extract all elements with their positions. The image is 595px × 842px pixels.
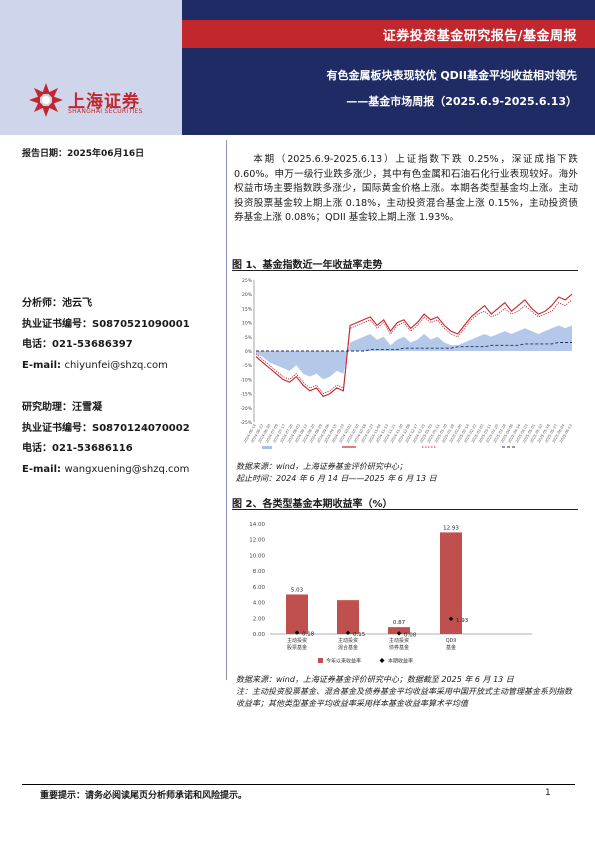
figure1-y-tick: 10% bbox=[242, 321, 253, 327]
assistant-email-label: E-mail: bbox=[22, 463, 62, 475]
figure1-source: 数据来源：wind，上海证券基金评价研究中心； bbox=[236, 462, 407, 471]
assistant-cert-label: 执业证书编号： bbox=[22, 422, 92, 434]
figure1-series-line-1 bbox=[255, 293, 573, 398]
figure1-series-line-3 bbox=[256, 342, 572, 352]
figure2-point bbox=[345, 630, 351, 636]
analyst-tel: 021-53686397 bbox=[52, 339, 133, 350]
report-type: 证券投资基金研究报告/基金周报 bbox=[382, 29, 577, 44]
analyst-cert: S0870521090001 bbox=[92, 318, 190, 330]
figure2-bar bbox=[388, 627, 410, 634]
figure2-chart: 14.00 12.00 10.00 8.00 6.00 4.00 2.00 0.00 5.03… bbox=[249, 522, 532, 665]
figure2-legend-bar-label: 今年以来收益率 bbox=[326, 658, 361, 665]
assistant-cert: S0870124070002 bbox=[92, 422, 190, 434]
report-title: 有色金属板块表现较优 QDII基金平均收益相对领先 bbox=[326, 69, 578, 82]
assistant-tel: 021-53686116 bbox=[52, 443, 133, 454]
figure1-y-tick: 0% bbox=[245, 349, 253, 355]
figure2-legend-point-swatch bbox=[379, 658, 385, 663]
figure2-x-tick: 股票基金 bbox=[287, 644, 307, 651]
analyst-info: 分析师：池云飞 执业证书编号：S0870521090001 电话：021-536… bbox=[22, 294, 190, 376]
analyst-email-label: E-mail: bbox=[22, 359, 62, 371]
figure2-y-tick: 12.00 bbox=[249, 538, 265, 544]
figure1-title: 图 1、基金指数近一年收益率走势 bbox=[232, 260, 383, 271]
figure2-y-tick: 8.00 bbox=[253, 569, 266, 575]
summary-text: 本期（2025.6.9-2025.6.13）上证指数下跌 0.25%，深证成指下… bbox=[234, 154, 578, 224]
figure1-y-tick: -10% bbox=[240, 377, 252, 383]
figure2-bar-label: 5.03 bbox=[291, 587, 304, 593]
analyst-cert-label: 执业证书编号： bbox=[22, 318, 92, 330]
summary: 本期（2025.6.9-2025.6.13）上证指数下跌 0.25%，深证成指下… bbox=[234, 153, 578, 226]
figure2-source: 数据来源：wind，上海证券基金评价研究中心；数据截至 2025 年 6 月 1… bbox=[236, 675, 514, 684]
figure2-x-tick: 债券基金 bbox=[389, 644, 409, 651]
assistant-tel-label: 电话： bbox=[22, 443, 52, 454]
analyst-label: 分析师： bbox=[22, 298, 62, 309]
figure2-title: 图 2、各类型基金本期收益率（%） bbox=[232, 499, 393, 510]
figure2-point-label: 1.93 bbox=[456, 618, 469, 624]
footer-rule bbox=[22, 784, 575, 785]
page-number: 1 bbox=[545, 788, 551, 798]
company-name-en: SHANGHAI SECURITIES bbox=[68, 108, 143, 115]
title-panel: 有色金属板块表现较优 QDII基金平均收益相对领先 ——基金市场周报（2025.… bbox=[182, 48, 595, 135]
figure2-y-tick: 4.00 bbox=[253, 601, 266, 607]
assistant-info: 研究助理：汪雪凝 执业证书编号：S0870124070002 电话：021-53… bbox=[22, 398, 190, 480]
figure2-bar bbox=[286, 594, 308, 634]
assistant-name: 汪雪凝 bbox=[72, 402, 102, 413]
analyst-tel-label: 电话： bbox=[22, 339, 52, 350]
figure2-x-tick: 基金 bbox=[446, 644, 456, 651]
figure2-x-tick: QDII bbox=[446, 638, 457, 644]
figure1-y-tick: -15% bbox=[240, 392, 252, 398]
figure2-x-tick: 主动投资 bbox=[287, 637, 307, 644]
report-date: 报告日期：2025年06月16日 bbox=[22, 149, 145, 159]
figure2-y-tick: 6.00 bbox=[253, 585, 266, 591]
figure2-y-tick: 2.00 bbox=[253, 616, 266, 622]
figure2-bar bbox=[337, 600, 359, 634]
figure1-y-tick: 20% bbox=[242, 292, 253, 298]
figure1-series-area-0 bbox=[256, 325, 572, 380]
figure2-y-tick: 0.00 bbox=[253, 632, 266, 638]
figure2-y-tick: 10.00 bbox=[249, 553, 265, 559]
assistant-email[interactable]: wangxuening@shzq.com bbox=[64, 463, 190, 475]
figure2-point-label: 0.18 bbox=[302, 632, 315, 638]
figure1-y-tick: 5% bbox=[245, 335, 253, 341]
figure2-x-tick: 主动投资 bbox=[389, 637, 409, 644]
figure2-rule bbox=[232, 509, 578, 510]
figure2-note: 注：主动投资股票基金、混合基金及债券基金平均收益率采用中国开放式主动管理基金系列… bbox=[236, 687, 572, 708]
assistant-label: 研究助理： bbox=[22, 402, 72, 413]
footer-notice: 重要提示：请务必阅读尾页分析师承诺和风险提示。 bbox=[40, 791, 248, 801]
analyst-name: 池云飞 bbox=[62, 298, 92, 309]
figure1-y-tick: 25% bbox=[242, 278, 253, 284]
analyst-email[interactable]: chiyunfei@shzq.com bbox=[64, 359, 168, 371]
figure1-y-tick: -25% bbox=[240, 420, 252, 426]
figure1-y-tick: 15% bbox=[242, 306, 253, 312]
figure2-bar-label: 0.87 bbox=[393, 620, 406, 626]
figure2-bar bbox=[440, 532, 462, 634]
figure1-y-tick: -20% bbox=[240, 406, 252, 412]
report-type-bar: 证券投资基金研究报告/基金周报 bbox=[182, 20, 595, 48]
column-divider bbox=[226, 140, 227, 680]
figure1-series-line-2 bbox=[255, 299, 573, 395]
figure2-point-label: 0.15 bbox=[353, 632, 366, 638]
header-left-panel bbox=[0, 0, 182, 135]
figure2-legend-point-label: 本期收益率 bbox=[388, 658, 413, 665]
figure2-x-tick: 混合基金 bbox=[338, 644, 358, 651]
figure1-chart: 25%20%15%10%5%0%-5%-10%-15%-20%-25% 2024… bbox=[240, 278, 573, 449]
header-top-strip bbox=[182, 0, 595, 20]
figure2-x-tick: 主动投资 bbox=[338, 637, 358, 644]
report-subtitle: ——基金市场周报（2025.6.9-2025.6.13） bbox=[346, 95, 577, 108]
figure2-point-label: 0.08 bbox=[404, 632, 417, 638]
company-logo-icon bbox=[29, 83, 63, 117]
figure2-bar-label: 12.93 bbox=[443, 525, 459, 531]
figure2-y-tick: 14.00 bbox=[249, 522, 265, 528]
figure1-period: 起止时间：2024 年 6 月 14 日——2025 年 6 月 13 日 bbox=[236, 474, 437, 483]
figure1-y-tick: -5% bbox=[243, 363, 252, 369]
figure1-legend bbox=[262, 446, 516, 449]
company-name: 上海证券 bbox=[68, 92, 140, 112]
figure1-rule bbox=[232, 270, 578, 271]
figure2-legend-bar-swatch bbox=[318, 658, 323, 663]
